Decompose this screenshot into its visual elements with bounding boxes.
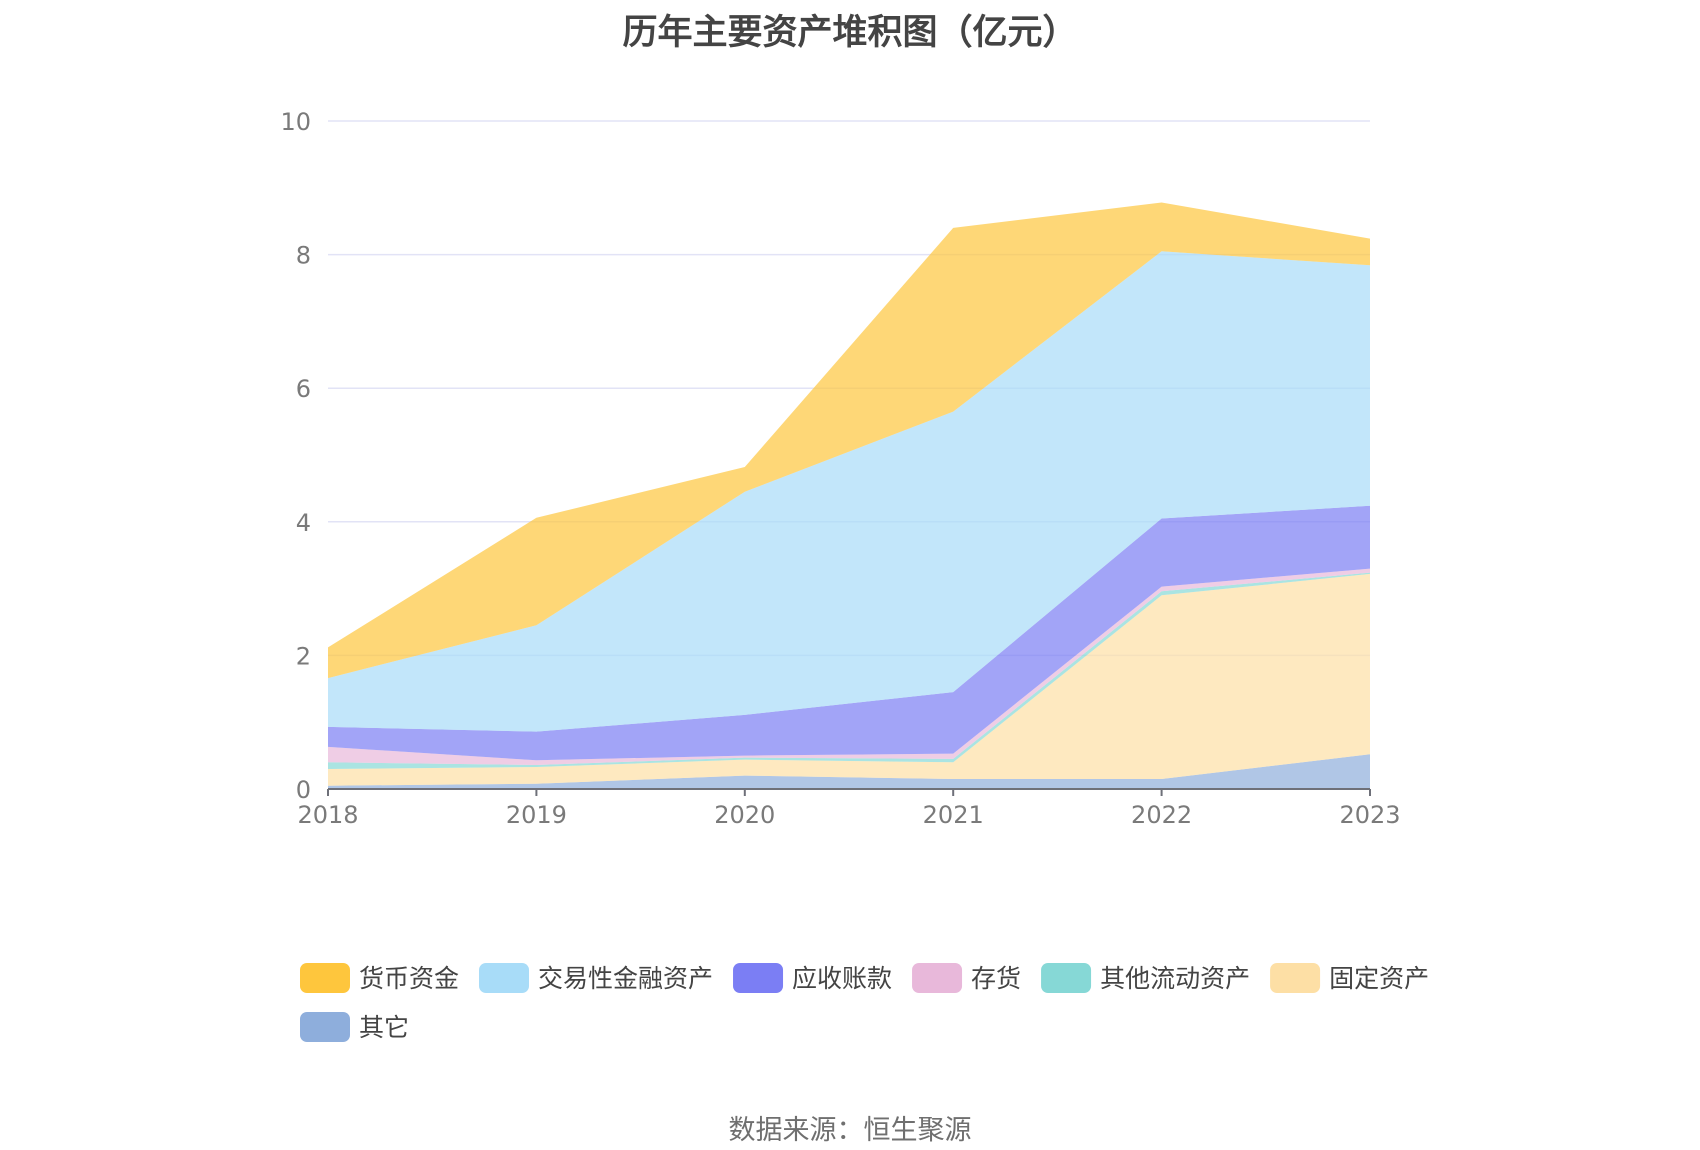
area-series-1 — [328, 573, 1370, 786]
legend-swatch — [1270, 963, 1321, 993]
legend-item[interactable]: 货币资金 — [300, 963, 459, 993]
legend-swatch — [479, 963, 530, 993]
legend-label: 其他流动资产 — [1100, 964, 1250, 993]
legend-label: 固定资产 — [1329, 964, 1429, 993]
x-tick-label: 2022 — [1131, 801, 1192, 829]
legend-label: 应收账款 — [792, 964, 892, 993]
legend-item[interactable]: 其它 — [300, 1012, 409, 1042]
y-tick-label: 10 — [280, 108, 311, 136]
y-tick-label: 4 — [296, 509, 311, 537]
chart-title: 历年主要资产堆积图（亿元） — [622, 13, 1078, 53]
legend-item[interactable]: 固定资产 — [1270, 963, 1429, 993]
legend-swatch — [300, 1012, 350, 1042]
y-tick-label: 0 — [296, 776, 311, 804]
x-tick-label: 2023 — [1339, 801, 1400, 829]
x-tick-label: 2019 — [506, 801, 567, 829]
area-series-5 — [328, 251, 1370, 732]
legend-swatch — [1041, 963, 1092, 993]
x-tick-label: 2018 — [297, 801, 358, 829]
legend-item[interactable]: 交易性金融资产 — [479, 963, 713, 993]
legend-label: 其它 — [359, 1013, 409, 1042]
legend-swatch — [912, 963, 963, 993]
legend-label: 存货 — [971, 964, 1021, 993]
legend-label: 交易性金融资产 — [538, 964, 713, 993]
area-series-4 — [328, 505, 1370, 761]
legend-item[interactable]: 存货 — [912, 963, 1021, 993]
legend-label: 货币资金 — [359, 964, 459, 993]
y-tick-label: 6 — [296, 375, 311, 403]
area-series — [328, 202, 1370, 789]
legend-swatch — [300, 963, 350, 993]
x-tick-label: 2020 — [714, 801, 775, 829]
x-tick-label: 2021 — [923, 801, 984, 829]
axes: 2018 2019 2020 2021 2022 2023 0 2 4 6 8 10 — [280, 108, 1400, 829]
area-series-6 — [328, 202, 1370, 679]
area-series-0 — [328, 754, 1370, 789]
legend-item[interactable]: 其他流动资产 — [1041, 963, 1250, 993]
y-tick-label: 2 — [296, 642, 311, 670]
legend-item[interactable]: 应收账款 — [733, 963, 892, 993]
source-note: 数据来源：恒生聚源 — [728, 1115, 972, 1146]
legend-swatch — [733, 963, 784, 993]
y-tick-label: 8 — [296, 242, 311, 270]
